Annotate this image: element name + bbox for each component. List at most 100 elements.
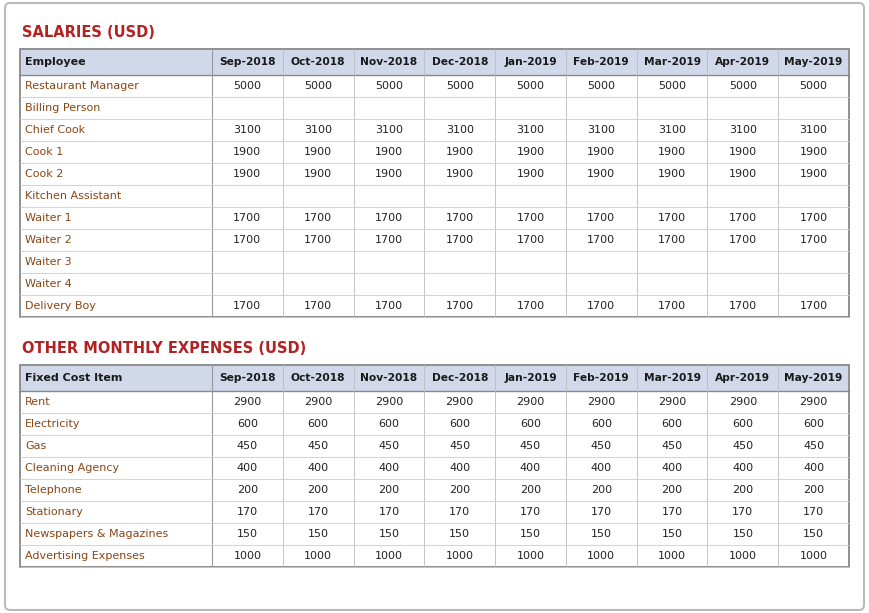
Text: 400: 400 bbox=[661, 463, 683, 473]
Text: 200: 200 bbox=[378, 485, 400, 495]
Bar bbox=[20, 141, 849, 163]
Bar bbox=[20, 365, 849, 391]
Text: 1900: 1900 bbox=[658, 147, 687, 157]
Text: 200: 200 bbox=[520, 485, 541, 495]
Text: 1900: 1900 bbox=[304, 169, 332, 179]
Text: Cleaning Agency: Cleaning Agency bbox=[25, 463, 119, 473]
Text: 1700: 1700 bbox=[446, 301, 474, 311]
Text: 1700: 1700 bbox=[799, 301, 827, 311]
Text: Delivery Boy: Delivery Boy bbox=[25, 301, 96, 311]
Text: 1900: 1900 bbox=[304, 147, 332, 157]
Text: Gas: Gas bbox=[25, 441, 46, 451]
Text: 1900: 1900 bbox=[729, 147, 757, 157]
Text: Dec-2018: Dec-2018 bbox=[432, 373, 488, 383]
Text: 150: 150 bbox=[803, 529, 824, 539]
Text: 600: 600 bbox=[661, 419, 682, 429]
Text: 5000: 5000 bbox=[516, 81, 545, 91]
Text: 150: 150 bbox=[733, 529, 753, 539]
Text: Restaurant Manager: Restaurant Manager bbox=[25, 81, 139, 91]
Bar bbox=[20, 479, 849, 501]
Text: Employee: Employee bbox=[25, 57, 86, 67]
Text: May-2019: May-2019 bbox=[785, 373, 843, 383]
Text: Rent: Rent bbox=[25, 397, 50, 407]
Text: 400: 400 bbox=[591, 463, 612, 473]
Text: 450: 450 bbox=[449, 441, 470, 451]
Bar bbox=[20, 251, 849, 273]
Text: Telephone: Telephone bbox=[25, 485, 82, 495]
Text: 1900: 1900 bbox=[233, 147, 262, 157]
Text: 600: 600 bbox=[733, 419, 753, 429]
Text: 150: 150 bbox=[308, 529, 328, 539]
Text: 2900: 2900 bbox=[587, 397, 615, 407]
Text: 2900: 2900 bbox=[658, 397, 687, 407]
Text: 150: 150 bbox=[520, 529, 541, 539]
Text: 5000: 5000 bbox=[729, 81, 757, 91]
Text: 3100: 3100 bbox=[729, 125, 757, 135]
Text: Sep-2018: Sep-2018 bbox=[219, 57, 275, 67]
Text: 1900: 1900 bbox=[233, 169, 262, 179]
Text: 1900: 1900 bbox=[799, 169, 827, 179]
Text: Electricity: Electricity bbox=[25, 419, 81, 429]
Text: Waiter 3: Waiter 3 bbox=[25, 257, 71, 267]
Text: 3100: 3100 bbox=[799, 125, 827, 135]
Text: 400: 400 bbox=[308, 463, 328, 473]
Bar bbox=[20, 97, 849, 119]
Text: 3100: 3100 bbox=[375, 125, 403, 135]
Bar bbox=[20, 49, 849, 317]
Text: 1700: 1700 bbox=[658, 301, 687, 311]
Text: 5000: 5000 bbox=[304, 81, 332, 91]
Text: 1700: 1700 bbox=[587, 213, 615, 223]
Text: 1000: 1000 bbox=[304, 551, 332, 561]
Text: Waiter 4: Waiter 4 bbox=[25, 279, 72, 289]
Text: 5000: 5000 bbox=[375, 81, 403, 91]
Text: 200: 200 bbox=[449, 485, 470, 495]
Text: 150: 150 bbox=[237, 529, 258, 539]
Text: 1700: 1700 bbox=[304, 235, 332, 245]
Text: 5000: 5000 bbox=[658, 81, 686, 91]
Text: 400: 400 bbox=[520, 463, 541, 473]
Text: 1000: 1000 bbox=[729, 551, 757, 561]
Text: 1700: 1700 bbox=[799, 235, 827, 245]
Bar bbox=[20, 273, 849, 295]
Text: 1900: 1900 bbox=[729, 169, 757, 179]
Text: Nov-2018: Nov-2018 bbox=[361, 373, 417, 383]
Bar bbox=[20, 207, 849, 229]
Text: 1700: 1700 bbox=[587, 301, 615, 311]
Text: Stationary: Stationary bbox=[25, 507, 83, 517]
Text: Fixed Cost Item: Fixed Cost Item bbox=[25, 373, 123, 383]
Text: Mar-2019: Mar-2019 bbox=[644, 373, 700, 383]
Text: 5000: 5000 bbox=[587, 81, 615, 91]
Text: 1000: 1000 bbox=[446, 551, 474, 561]
Bar bbox=[20, 49, 849, 75]
Text: Nov-2018: Nov-2018 bbox=[361, 57, 417, 67]
Text: Advertising Expenses: Advertising Expenses bbox=[25, 551, 145, 561]
Text: 1000: 1000 bbox=[234, 551, 262, 561]
Text: 5000: 5000 bbox=[446, 81, 474, 91]
Text: Waiter 1: Waiter 1 bbox=[25, 213, 71, 223]
Text: 1900: 1900 bbox=[799, 147, 827, 157]
Text: 1700: 1700 bbox=[304, 213, 332, 223]
Bar bbox=[20, 545, 849, 567]
Text: 2900: 2900 bbox=[233, 397, 262, 407]
Bar bbox=[20, 75, 849, 97]
Text: 1700: 1700 bbox=[233, 235, 262, 245]
Text: 5000: 5000 bbox=[234, 81, 262, 91]
Text: 1700: 1700 bbox=[375, 235, 403, 245]
Text: 1900: 1900 bbox=[587, 147, 615, 157]
Bar bbox=[20, 457, 849, 479]
Text: 3100: 3100 bbox=[587, 125, 615, 135]
Text: 450: 450 bbox=[308, 441, 328, 451]
Bar bbox=[20, 413, 849, 435]
Bar bbox=[20, 501, 849, 523]
Text: 600: 600 bbox=[803, 419, 824, 429]
Bar bbox=[20, 229, 849, 251]
Text: Waiter 2: Waiter 2 bbox=[25, 235, 72, 245]
Text: 2900: 2900 bbox=[375, 397, 403, 407]
Text: Jan-2019: Jan-2019 bbox=[504, 373, 557, 383]
Text: 1000: 1000 bbox=[516, 551, 545, 561]
Text: 2900: 2900 bbox=[304, 397, 332, 407]
Text: 1700: 1700 bbox=[304, 301, 332, 311]
Text: Feb-2019: Feb-2019 bbox=[574, 57, 629, 67]
Text: Apr-2019: Apr-2019 bbox=[715, 373, 770, 383]
Text: 600: 600 bbox=[449, 419, 470, 429]
